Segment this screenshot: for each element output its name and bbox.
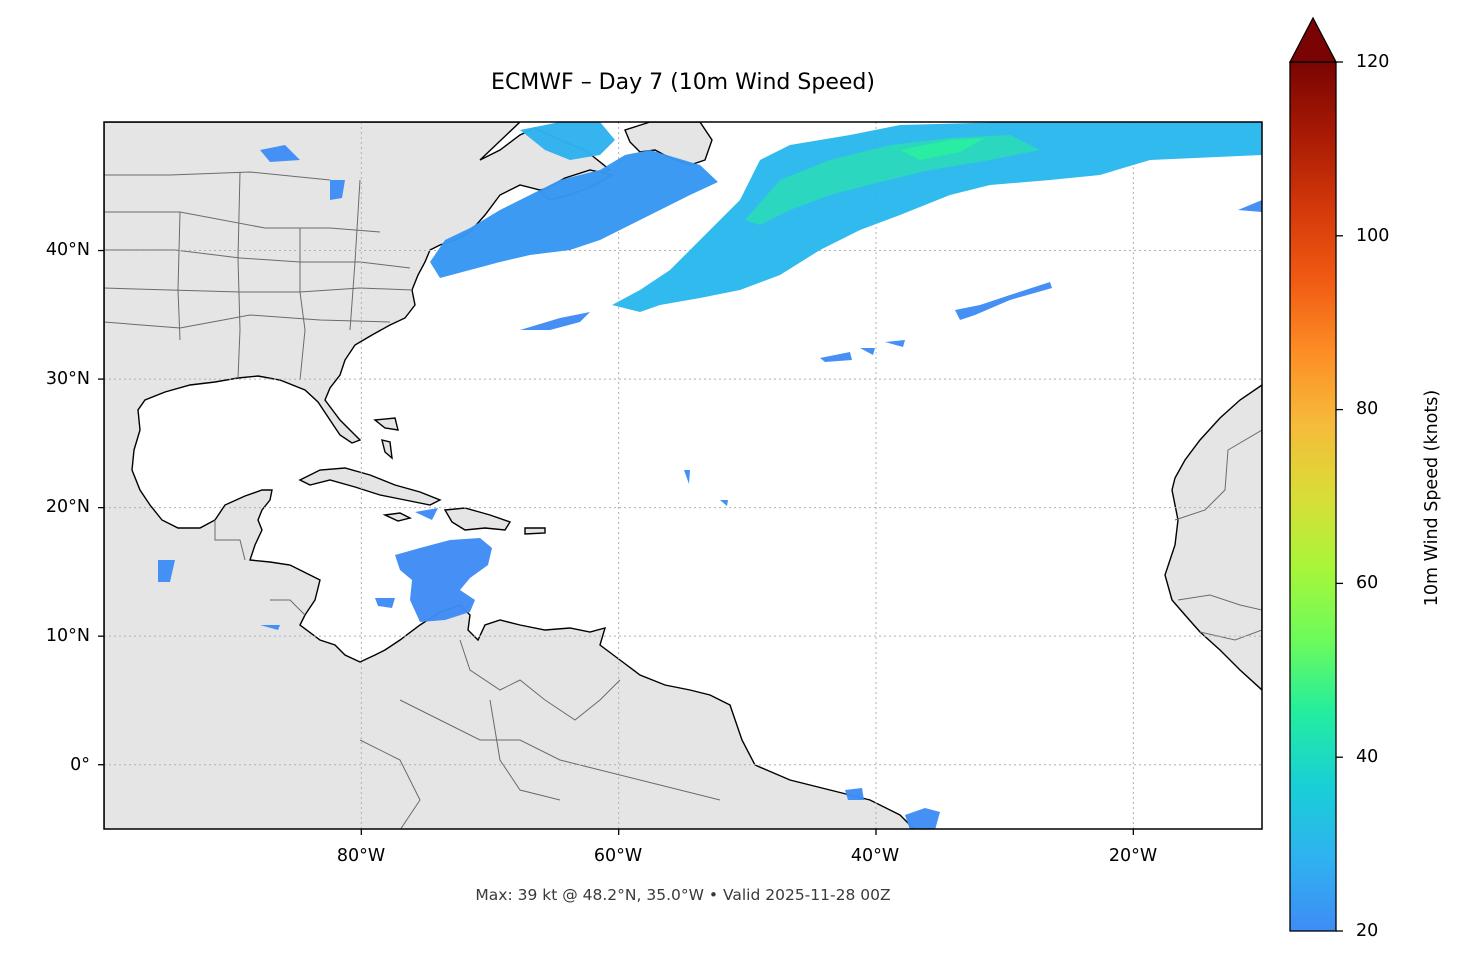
bahamas-land (373, 417, 399, 460)
colorbar-tick-80: 80 (1356, 399, 1379, 419)
lon-label-20w: 20°W (1108, 846, 1158, 866)
lon-label-80w: 80°W (336, 846, 386, 866)
cuba-land (298, 467, 442, 506)
colorbar-label: 10m Wind Speed (knots) (1422, 389, 1442, 607)
lat-label-0: 0° (70, 755, 90, 775)
lat-label-10n: 10°N (45, 626, 90, 646)
colorbar (1288, 16, 1343, 932)
colorbar-tick-100: 100 (1356, 226, 1390, 246)
lon-label-40w: 40°W (850, 846, 900, 866)
lat-label-40n: 40°N (45, 240, 90, 260)
axis-tick-marks (98, 249, 1134, 835)
colorbar-frame (1289, 61, 1337, 932)
hispaniola-land (443, 507, 512, 531)
wind-nw-atlantic-shading (430, 150, 718, 278)
puerto-rico-land (524, 527, 546, 535)
wind-jet-core-shading (745, 135, 1040, 225)
wind-gulf-stlawrence-shading (520, 122, 615, 160)
map-footer-max-valid: Max: 39 kt @ 48.2°N, 35.0°W • Valid 2025… (475, 886, 891, 904)
colorbar-tick-120: 120 (1356, 52, 1390, 72)
colorbar-fill (1290, 62, 1336, 931)
jamaica-land (382, 512, 413, 522)
colorbar-tick-20: 20 (1356, 921, 1379, 941)
map-frame (103, 121, 1263, 830)
lat-label-30n: 30°N (45, 369, 90, 389)
wind-caribbean-shading (395, 538, 492, 622)
colorbar-extend-arrow (1288, 16, 1338, 63)
wind-jet-max-shading (900, 138, 985, 160)
map-area (104, 122, 1262, 829)
africa-land (1164, 384, 1262, 691)
north-america-land (104, 122, 915, 829)
map-title: ECMWF – Day 7 (10m Wind Speed) (491, 70, 875, 95)
colorbar-tick-40: 40 (1356, 747, 1379, 767)
wind-scattered-patches (158, 145, 1262, 630)
colorbar-tick-60: 60 (1356, 573, 1379, 593)
lat-label-20n: 20°N (45, 497, 90, 517)
borders-layer (104, 171, 1262, 829)
wind-speed-shading (158, 122, 1262, 829)
wind-equatorial-shading (845, 788, 940, 829)
lon-label-60w: 60°W (593, 846, 643, 866)
wind-jet-band-shading (612, 122, 1262, 312)
graticule (104, 122, 1262, 829)
colorbar-tick-marks (1336, 61, 1343, 932)
